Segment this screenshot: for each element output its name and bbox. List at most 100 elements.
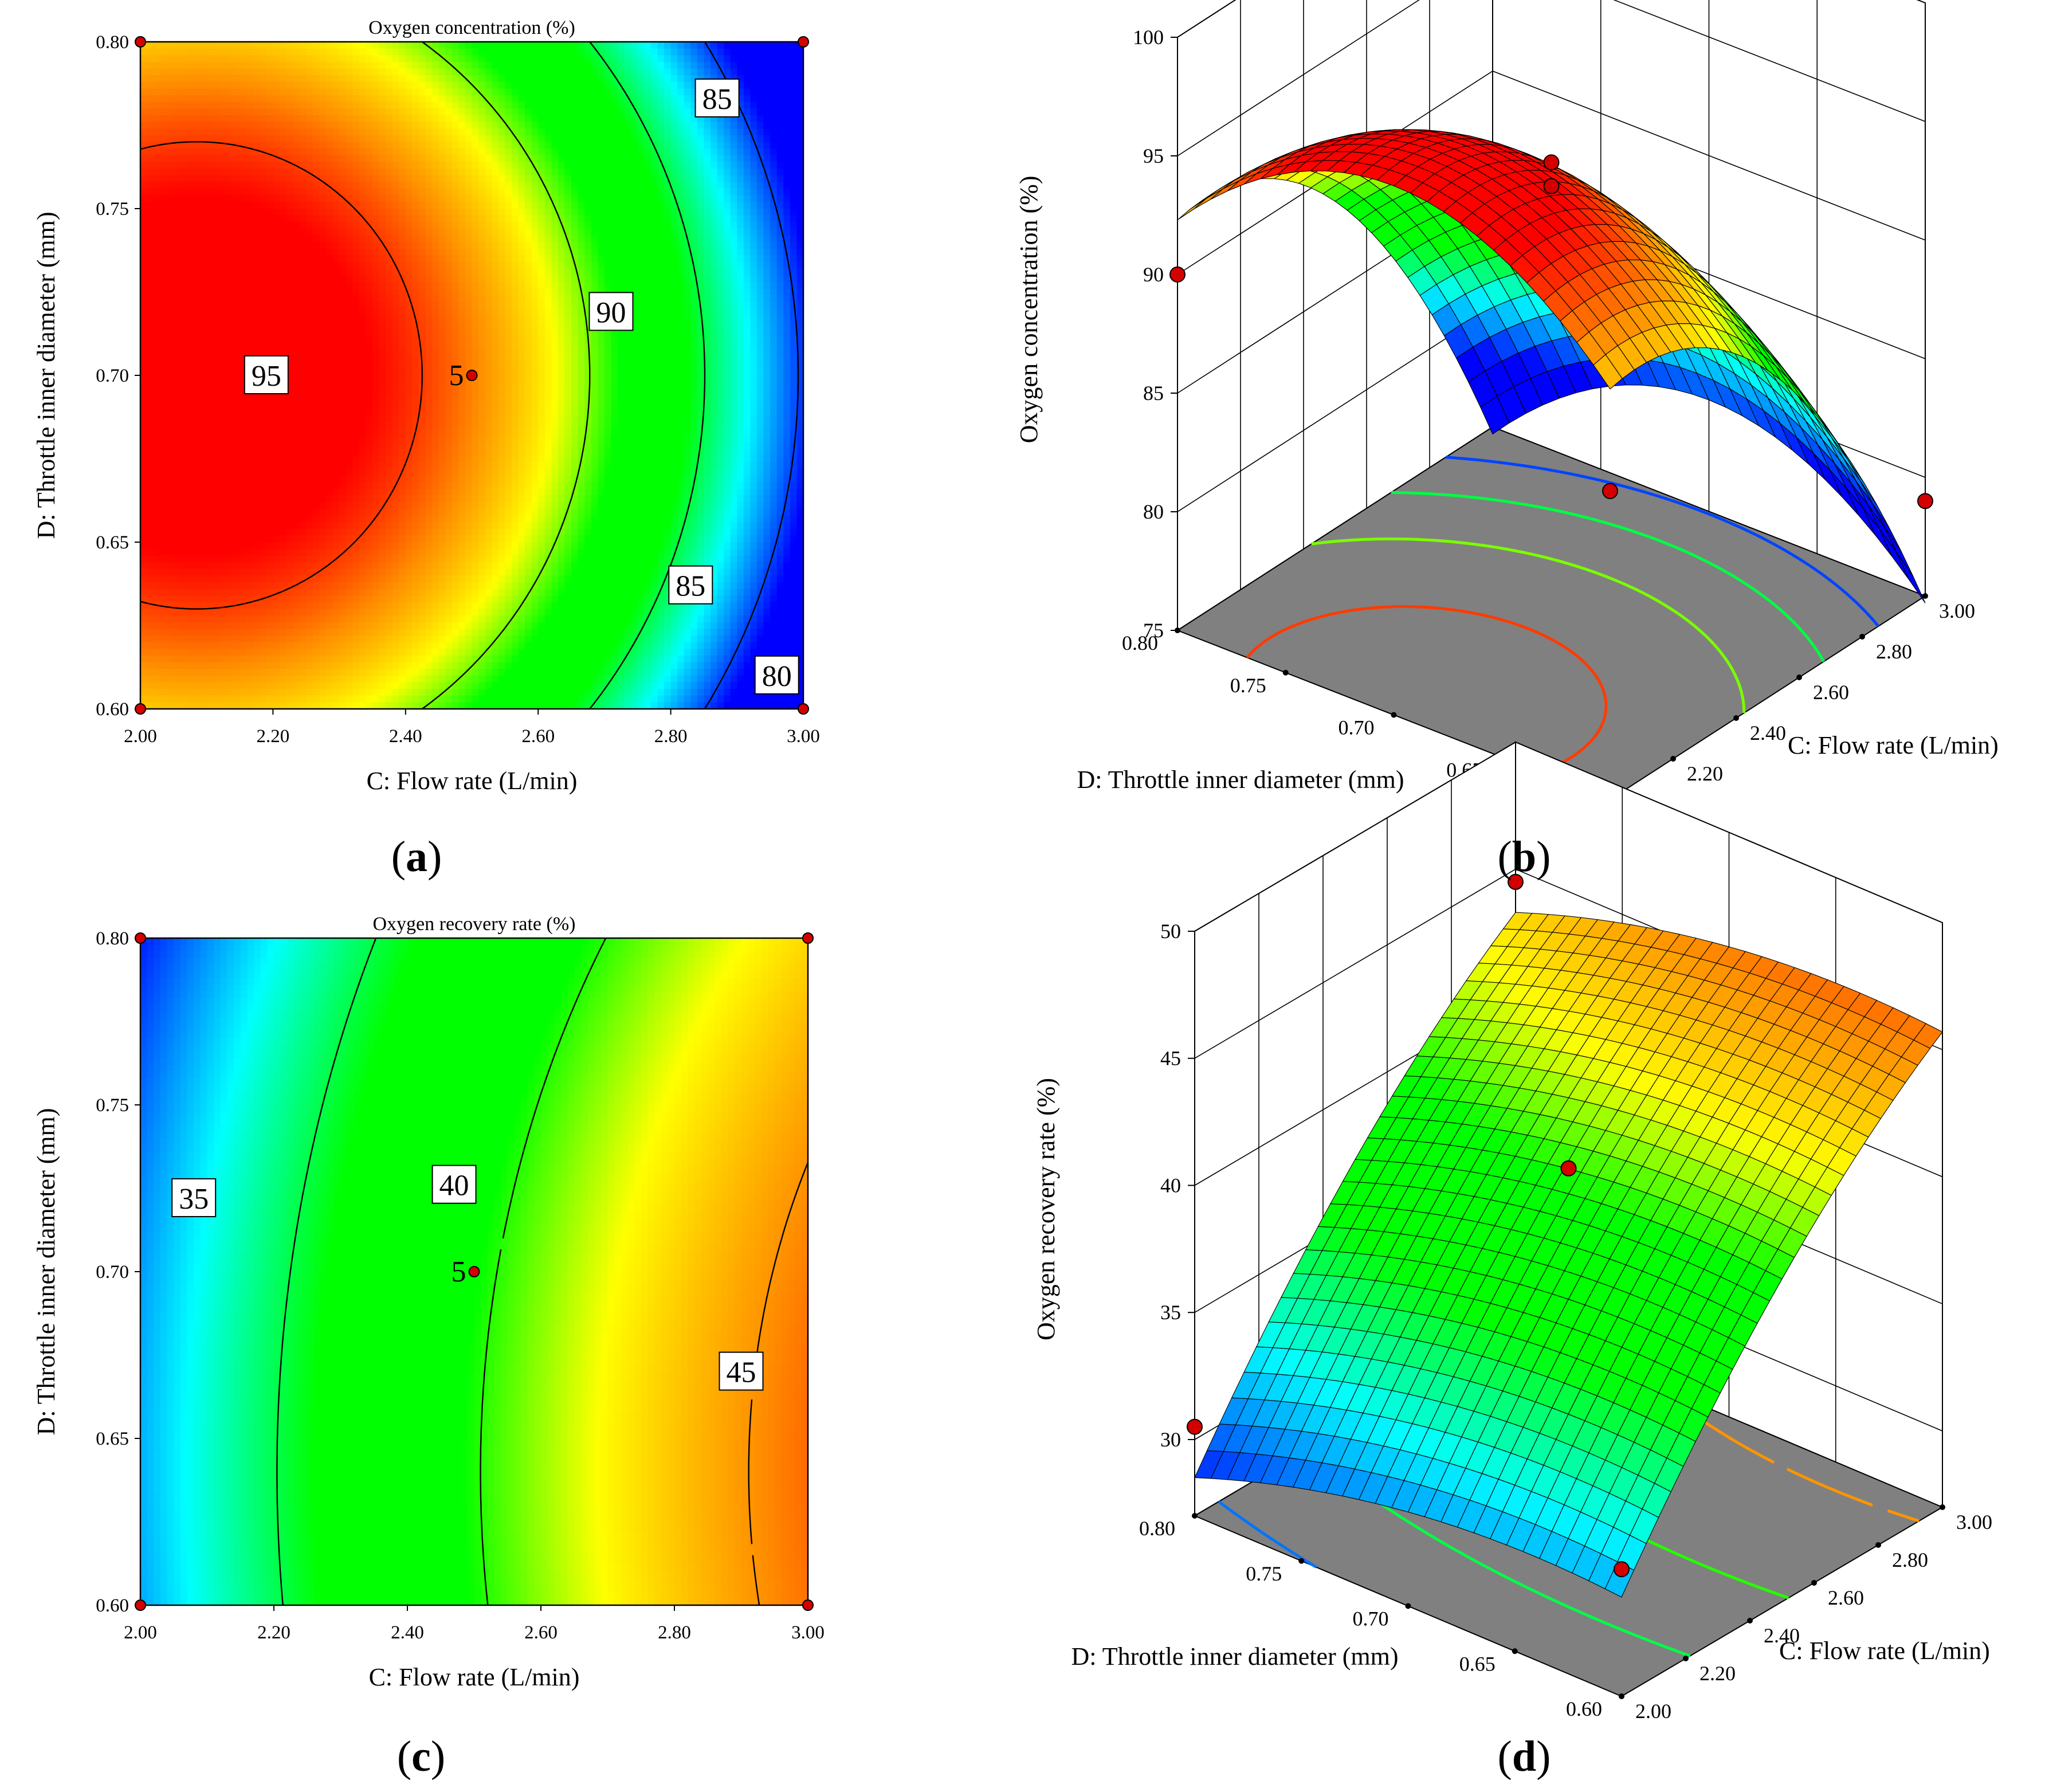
heatmap-cell — [412, 275, 419, 282]
heatmap-cell — [578, 135, 585, 142]
heatmap-cell — [584, 62, 591, 69]
heatmap-cell — [458, 289, 465, 296]
heatmap-cell — [220, 108, 227, 115]
heatmap-cell — [386, 95, 392, 102]
heatmap-cell — [352, 142, 359, 149]
heatmap-cell — [187, 82, 194, 89]
heatmap-cell — [346, 49, 353, 56]
heatmap-cell — [180, 175, 187, 182]
heatmap-cell — [578, 88, 585, 95]
heatmap-cell — [532, 262, 539, 269]
heatmap-cell — [591, 362, 598, 369]
heatmap-cell — [154, 229, 160, 236]
heatmap-cell — [253, 175, 260, 182]
heatmap-cell — [386, 315, 392, 322]
heatmap-cell — [677, 189, 684, 195]
heatmap-cell — [671, 262, 678, 269]
heatmap-cell — [286, 49, 293, 56]
heatmap-cell — [744, 195, 751, 202]
heatmap-cell — [591, 282, 598, 289]
heatmap-cell — [618, 229, 625, 236]
heatmap-cell — [160, 315, 167, 322]
heatmap-cell — [154, 236, 160, 242]
heatmap-cell — [399, 95, 406, 102]
heatmap-cell — [213, 329, 220, 336]
heatmap-cell — [704, 175, 711, 182]
heatmap-cell — [352, 236, 359, 242]
heatmap-cell — [478, 168, 485, 175]
heatmap-cell — [160, 222, 167, 229]
heatmap-cell — [512, 189, 519, 195]
heatmap-cell — [545, 82, 552, 89]
heatmap-cell — [154, 42, 160, 49]
heatmap-cell — [260, 88, 266, 95]
heatmap-cell — [293, 49, 300, 56]
heatmap-cell — [426, 128, 433, 135]
heatmap-cell — [379, 42, 386, 49]
heatmap-cell — [412, 368, 419, 375]
heatmap-cell — [790, 342, 797, 349]
heatmap-cell — [280, 229, 286, 236]
heatmap-cell — [651, 295, 658, 302]
heatmap-cell — [764, 236, 771, 242]
heatmap-cell — [412, 108, 419, 115]
heatmap-cell — [233, 275, 240, 282]
heatmap-cell — [352, 49, 359, 56]
heatmap-cell — [439, 329, 446, 336]
heatmap-cell — [154, 88, 160, 95]
heatmap-cell — [359, 75, 366, 82]
heatmap-cell — [651, 368, 658, 375]
heatmap-cell — [207, 315, 214, 322]
heatmap-cell — [558, 102, 565, 109]
heatmap-cell — [671, 362, 678, 369]
heatmap-cell — [359, 335, 366, 342]
heatmap-cell — [564, 75, 571, 82]
heatmap-cell — [326, 342, 333, 349]
heatmap-cell — [445, 222, 452, 229]
heatmap-cell — [346, 162, 353, 169]
heatmap-cell — [326, 368, 333, 375]
heatmap-cell — [266, 142, 273, 149]
heatmap-cell — [445, 135, 452, 142]
heatmap-cell — [532, 155, 539, 162]
heatmap-cell — [346, 282, 353, 289]
heatmap-cell — [525, 329, 532, 336]
heatmap-cell — [180, 122, 187, 129]
heatmap-cell — [505, 269, 512, 276]
heatmap-cell — [333, 229, 340, 236]
heatmap-cell — [458, 215, 465, 222]
heatmap-cell — [478, 148, 485, 155]
heatmap-cell — [505, 49, 512, 56]
heatmap-cell — [392, 322, 399, 329]
heatmap-cell — [160, 102, 167, 109]
heatmap-cell — [750, 255, 757, 262]
heatmap-cell — [439, 222, 446, 229]
heatmap-cell — [465, 155, 472, 162]
heatmap-cell — [326, 229, 333, 236]
heatmap-cell — [174, 195, 180, 202]
heatmap-cell — [770, 168, 777, 175]
heatmap-cell — [684, 295, 691, 302]
heatmap-cell — [584, 155, 591, 162]
heatmap-cell — [445, 195, 452, 202]
heatmap-cell — [220, 62, 227, 69]
heatmap-cell — [499, 128, 505, 135]
heatmap-cell — [286, 275, 293, 282]
heatmap-cell — [690, 295, 697, 302]
heatmap-cell — [246, 108, 253, 115]
heatmap-cell — [770, 289, 777, 296]
heatmap-cell — [253, 269, 260, 276]
heatmap-cell — [697, 255, 704, 262]
heatmap-cell — [399, 75, 406, 82]
heatmap-cell — [551, 115, 558, 122]
heatmap-cell — [750, 362, 757, 369]
heatmap-cell — [174, 62, 180, 69]
heatmap-cell — [512, 142, 519, 149]
heatmap-cell — [777, 249, 784, 256]
heatmap-cell — [266, 329, 273, 336]
heatmap-cell — [465, 362, 472, 369]
heatmap-cell — [684, 102, 691, 109]
heatmap-cell — [399, 236, 406, 242]
heatmap-cell — [783, 135, 790, 142]
heatmap-cell — [379, 368, 386, 375]
